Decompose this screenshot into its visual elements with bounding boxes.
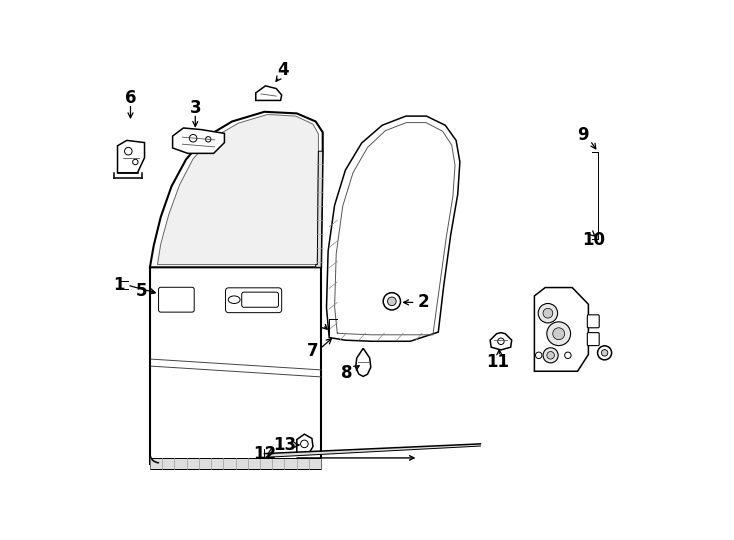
Circle shape xyxy=(601,349,608,356)
Circle shape xyxy=(553,328,564,340)
Text: 1: 1 xyxy=(113,276,124,294)
Circle shape xyxy=(388,297,396,306)
Circle shape xyxy=(543,308,553,318)
Polygon shape xyxy=(150,267,321,464)
Circle shape xyxy=(125,147,132,155)
Circle shape xyxy=(206,137,211,142)
Polygon shape xyxy=(297,434,313,454)
Circle shape xyxy=(538,303,558,323)
Text: 3: 3 xyxy=(189,99,201,117)
Circle shape xyxy=(133,159,138,165)
Circle shape xyxy=(383,293,401,310)
Polygon shape xyxy=(327,116,460,341)
Text: 12: 12 xyxy=(252,444,276,463)
Circle shape xyxy=(536,352,542,359)
Text: 5: 5 xyxy=(136,281,147,300)
FancyBboxPatch shape xyxy=(159,287,195,312)
FancyBboxPatch shape xyxy=(587,333,599,346)
Text: 9: 9 xyxy=(577,126,589,144)
Text: 2: 2 xyxy=(418,293,429,312)
Bar xyxy=(150,458,321,469)
Ellipse shape xyxy=(228,296,240,303)
Text: 13: 13 xyxy=(273,436,297,454)
Circle shape xyxy=(189,134,197,142)
Circle shape xyxy=(547,352,554,359)
Polygon shape xyxy=(534,287,589,372)
Circle shape xyxy=(597,346,611,360)
Polygon shape xyxy=(316,151,323,267)
Text: 4: 4 xyxy=(277,61,289,79)
FancyBboxPatch shape xyxy=(225,288,282,313)
Text: 6: 6 xyxy=(125,89,137,107)
Circle shape xyxy=(547,322,570,346)
Polygon shape xyxy=(150,112,323,267)
Polygon shape xyxy=(490,333,512,350)
Polygon shape xyxy=(356,348,371,376)
Polygon shape xyxy=(158,114,319,265)
Polygon shape xyxy=(255,86,282,100)
Text: 7: 7 xyxy=(308,342,319,360)
Circle shape xyxy=(564,352,571,359)
FancyBboxPatch shape xyxy=(587,315,599,328)
Text: 8: 8 xyxy=(341,363,353,382)
Polygon shape xyxy=(172,128,225,153)
Circle shape xyxy=(543,348,558,363)
Text: 10: 10 xyxy=(582,231,606,249)
Circle shape xyxy=(498,338,504,345)
Circle shape xyxy=(301,440,308,448)
Text: 11: 11 xyxy=(486,353,509,371)
Polygon shape xyxy=(117,140,145,173)
FancyBboxPatch shape xyxy=(241,292,278,307)
